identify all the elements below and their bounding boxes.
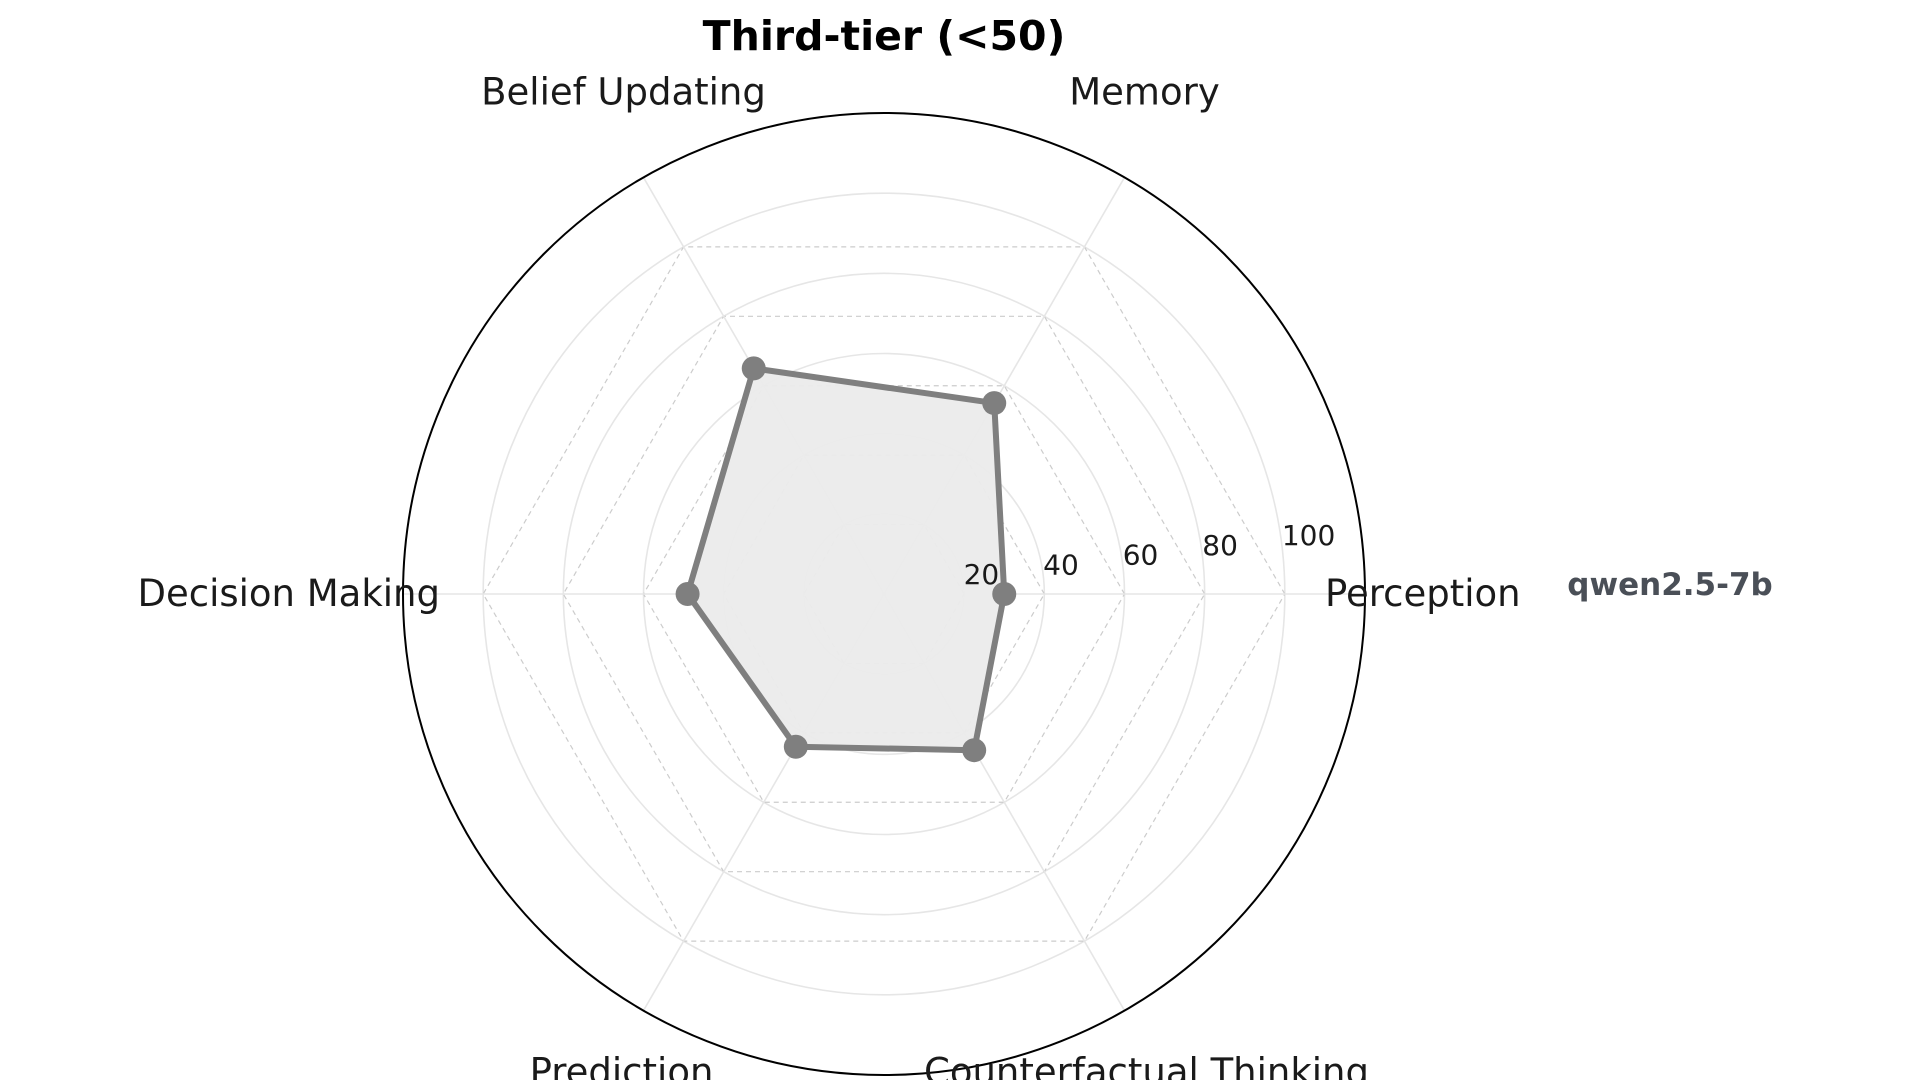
legend-label: qwen2.5-7b bbox=[1567, 567, 1772, 603]
data-point bbox=[982, 391, 1007, 416]
chart-title: Third-tier (<50) bbox=[703, 12, 1066, 60]
axis-label: Counterfactual Thinking bbox=[924, 1051, 1369, 1080]
radial-tick-label: 100 bbox=[1282, 519, 1335, 552]
data-point bbox=[675, 582, 700, 606]
data-point bbox=[962, 738, 987, 763]
radial-tick-label: 40 bbox=[1043, 548, 1079, 581]
axis-label: Memory bbox=[1069, 70, 1219, 113]
axis-label: Decision Making bbox=[137, 572, 440, 615]
data-point bbox=[783, 734, 808, 759]
outer-frame bbox=[402, 112, 1366, 1076]
data-point bbox=[992, 582, 1017, 606]
series-layer bbox=[675, 356, 1017, 763]
radial-tick-label: 80 bbox=[1202, 529, 1238, 562]
series-area bbox=[684, 365, 1008, 754]
radial-tick-label: 60 bbox=[1123, 539, 1159, 572]
axis-label: Belief Updating bbox=[481, 70, 766, 113]
axis-label: Perception bbox=[1325, 572, 1521, 615]
axis-label: Prediction bbox=[530, 1051, 714, 1080]
label-layer: 20 40 60 80 100 Perception Memory Belief Updati… bbox=[137, 70, 1772, 1084]
data-point bbox=[741, 356, 766, 381]
radial-tick-label: 20 bbox=[964, 558, 1000, 591]
